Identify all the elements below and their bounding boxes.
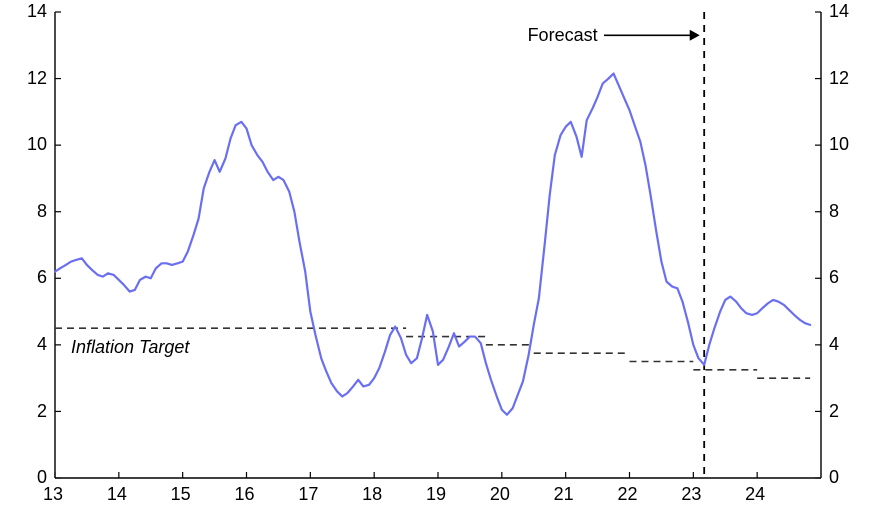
x-tick-label: 22 <box>618 484 638 505</box>
y-left-tick-label: 14 <box>27 1 47 22</box>
forecast-label: Forecast <box>528 25 598 46</box>
x-tick-label: 15 <box>171 484 191 505</box>
y-right-tick-label: 4 <box>829 334 839 355</box>
x-tick-label: 14 <box>107 484 127 505</box>
x-tick-label: 21 <box>554 484 574 505</box>
series-line <box>55 74 810 415</box>
y-right-tick-label: 10 <box>829 134 849 155</box>
x-tick-label: 13 <box>43 484 63 505</box>
chart-svg <box>0 0 876 515</box>
x-tick-label: 19 <box>426 484 446 505</box>
x-tick-label: 16 <box>235 484 255 505</box>
x-tick-label: 20 <box>490 484 510 505</box>
y-right-tick-label: 8 <box>829 201 839 222</box>
x-tick-label: 17 <box>298 484 318 505</box>
forecast-arrow-head <box>690 30 700 41</box>
y-left-tick-label: 6 <box>37 267 47 288</box>
y-right-tick-label: 12 <box>829 68 849 89</box>
y-left-tick-label: 8 <box>37 201 47 222</box>
x-tick-label: 23 <box>681 484 701 505</box>
y-right-tick-label: 0 <box>829 467 839 488</box>
y-left-tick-label: 12 <box>27 68 47 89</box>
y-left-tick-label: 10 <box>27 134 47 155</box>
y-right-tick-label: 2 <box>829 401 839 422</box>
y-right-tick-label: 6 <box>829 267 839 288</box>
chart-root: 0246810121402468101214131415161718192021… <box>0 0 876 515</box>
y-left-tick-label: 4 <box>37 334 47 355</box>
y-left-tick-label: 2 <box>37 401 47 422</box>
x-tick-label: 18 <box>362 484 382 505</box>
y-right-tick-label: 14 <box>829 1 849 22</box>
inflation-target-label: Inflation Target <box>71 337 189 358</box>
x-tick-label: 24 <box>745 484 765 505</box>
